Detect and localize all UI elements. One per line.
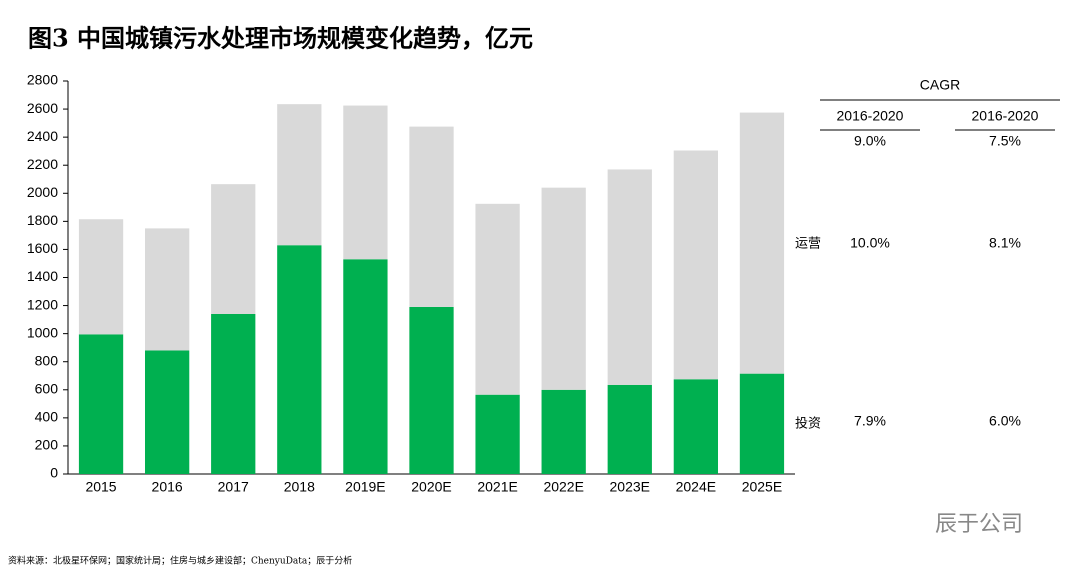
table-title: CAGR bbox=[920, 77, 960, 93]
bar-segment bbox=[409, 126, 454, 307]
y-tick-label: 400 bbox=[35, 409, 59, 425]
x-tick-label: 2017 bbox=[218, 479, 249, 495]
bar-segment bbox=[144, 350, 190, 474]
y-tick-label: 2400 bbox=[27, 128, 58, 144]
bar-segment bbox=[78, 334, 124, 474]
bar-segment bbox=[211, 313, 256, 474]
bar-segment bbox=[144, 228, 190, 351]
chart-title: 图3 中国城镇污水处理市场规模变化趋势，亿元 bbox=[28, 24, 533, 53]
y-tick-label: 1000 bbox=[27, 324, 58, 340]
bar-segment bbox=[541, 389, 586, 474]
bar-segment bbox=[277, 245, 322, 474]
watermark: 辰于公司 bbox=[935, 511, 1023, 536]
y-tick-label: 2200 bbox=[27, 156, 58, 172]
bar-segment bbox=[673, 379, 719, 474]
y-tick-label: 200 bbox=[35, 437, 59, 453]
table-row-label: 运营 bbox=[795, 237, 821, 252]
y-tick-label: 1600 bbox=[27, 240, 58, 256]
bar-segment bbox=[475, 203, 520, 395]
table-cell: 7.9% bbox=[854, 413, 886, 429]
bar-segment bbox=[343, 105, 388, 260]
table-cell: 7.5% bbox=[989, 133, 1021, 149]
x-tick-label: 2020E bbox=[411, 479, 451, 495]
bar-segment bbox=[343, 259, 388, 474]
x-tick-label: 2018 bbox=[284, 479, 315, 495]
y-tick-label: 2000 bbox=[27, 184, 58, 200]
bar-segment bbox=[739, 112, 785, 374]
bar-segment bbox=[607, 384, 652, 474]
y-tick-label: 0 bbox=[50, 465, 58, 481]
bar-segment bbox=[541, 187, 586, 390]
bar-segment bbox=[211, 184, 256, 314]
y-tick-label: 2800 bbox=[27, 72, 58, 88]
table-column: 2016-2020 bbox=[972, 108, 1039, 124]
table-column: 2016-2020 bbox=[837, 108, 904, 124]
x-tick-label: 2024E bbox=[676, 479, 716, 495]
x-tick-label: 2021E bbox=[477, 479, 517, 495]
x-tick-label: 2016 bbox=[152, 479, 183, 495]
x-tick-label: 2022E bbox=[543, 479, 583, 495]
x-tick-label: 2019E bbox=[345, 479, 385, 495]
bar-segment bbox=[739, 373, 785, 474]
bar-segment bbox=[673, 150, 719, 380]
y-tick-label: 800 bbox=[35, 352, 59, 368]
table-cell: 6.0% bbox=[989, 413, 1021, 429]
bar-segment bbox=[409, 306, 454, 474]
y-tick-label: 600 bbox=[35, 380, 59, 396]
y-tick-label: 1200 bbox=[27, 296, 58, 312]
bar-segment bbox=[277, 104, 322, 246]
table-cell: 8.1% bbox=[989, 235, 1021, 251]
y-tick-label: 1400 bbox=[27, 268, 58, 284]
table-cell: 10.0% bbox=[850, 235, 890, 251]
y-tick-label: 2600 bbox=[27, 100, 58, 116]
source-note: 资料来源：北极星环保网；国家统计局；住房与城乡建设部；ChenyuData；辰于… bbox=[8, 555, 352, 567]
table-row-label: 投资 bbox=[795, 416, 821, 432]
table-cell: 9.0% bbox=[854, 133, 886, 149]
bar-segment bbox=[78, 219, 124, 335]
x-tick-label: 2025E bbox=[742, 479, 782, 495]
y-tick-label: 1800 bbox=[27, 212, 58, 228]
bar-segment bbox=[607, 169, 652, 385]
x-tick-label: 2015 bbox=[85, 479, 116, 495]
bar-segment bbox=[475, 394, 520, 474]
x-tick-label: 2023E bbox=[610, 479, 650, 495]
